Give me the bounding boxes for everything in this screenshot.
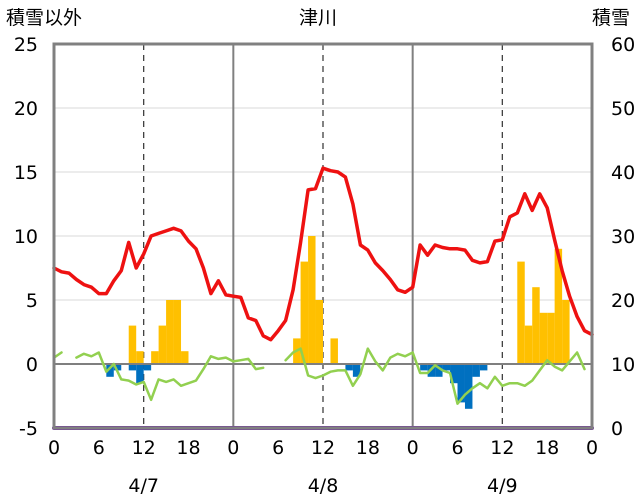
precip-bar [562,300,570,364]
precip-bar [330,338,338,364]
right-tick-label: 60 [611,34,635,56]
right-tick-label: 40 [611,162,635,184]
date-label: 4/9 [487,475,518,497]
precip-bar [151,351,159,364]
precip-bar [308,236,316,364]
precip-bar [166,300,174,364]
x-tick-label: 18 [356,437,380,459]
left-tick-label: 10 [14,226,38,248]
left-axis-title: 積雪以外 [6,7,82,29]
negative-bar [464,364,473,409]
precip-bar [315,300,323,364]
x-tick-label: 0 [227,437,239,459]
precip-bar [547,312,555,364]
left-tick-label: 15 [14,162,38,184]
chart-title: 津川 [299,7,337,29]
precip-bar [554,248,563,364]
negative-bar [472,364,480,377]
left-tick-label: 0 [26,354,38,376]
negative-bar [345,364,353,371]
precip-bar [539,312,548,364]
negative-bar [352,364,361,377]
left-tick-label: 20 [14,98,38,120]
temperature-line [52,166,594,342]
precip-bar [532,287,540,364]
right-axis-title: 積雪 [592,7,630,29]
x-tick-label: 12 [311,437,335,459]
precip-bar [136,351,144,364]
bar-series [106,236,570,409]
right-tick-label: 50 [611,98,635,120]
right-tick-label: 0 [611,418,623,440]
left-tick-label: 25 [14,34,38,56]
right-tick-label: 30 [611,226,635,248]
x-tick-label: 6 [272,437,284,459]
negative-bar [450,364,458,384]
date-label: 4/8 [308,475,339,497]
negative-bar [457,364,465,403]
negative-bar [136,364,144,384]
x-tick-label: 12 [490,437,514,459]
negative-bar [106,364,114,377]
precip-bar [158,325,167,364]
x-tick-label: 6 [93,437,105,459]
precip-bar [173,300,182,364]
right-tick-label: 20 [611,290,635,312]
right-tick-label: 10 [611,354,635,376]
precip-bar [181,351,189,364]
negative-bar [143,364,152,371]
x-tick-label: 0 [586,437,598,459]
precip-bar [524,325,533,364]
date-label: 4/7 [128,475,159,497]
negative-bar [128,364,137,371]
x-tick-label: 0 [407,437,419,459]
negative-bar [479,364,488,371]
negative-bar [420,364,428,371]
negative-bar [435,364,443,377]
left-tick-label: -5 [19,418,38,440]
plot-border [52,42,594,430]
x-tick-label: 0 [48,437,60,459]
x-tick-label: 6 [451,437,463,459]
x-tick-label: 12 [132,437,156,459]
negative-bar [442,364,451,371]
precip-bar [128,325,137,364]
precip-bar [517,261,525,364]
x-tick-label: 18 [176,437,200,459]
negative-bar [113,364,122,371]
left-tick-label: 5 [26,290,38,312]
x-tick-label: 18 [535,437,559,459]
plot-frame [52,42,594,430]
precip-bar [300,261,309,364]
